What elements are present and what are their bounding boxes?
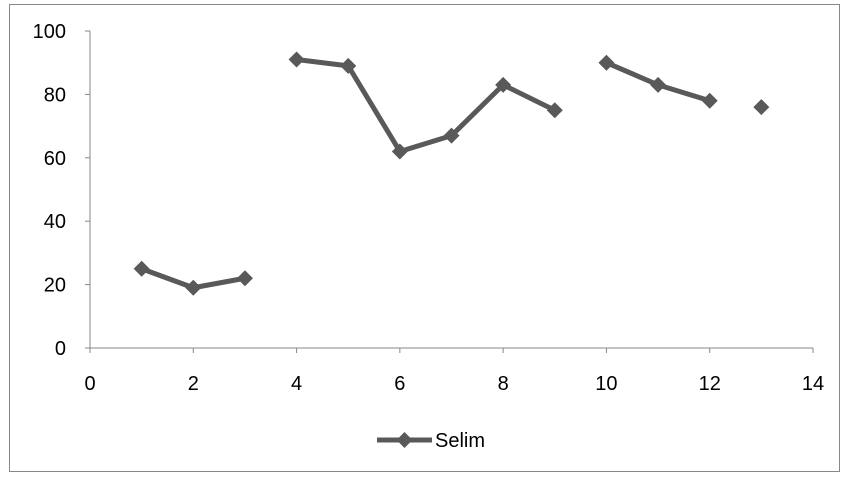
- legend-diamond-marker: [396, 432, 413, 448]
- y-tick-label: 100: [33, 21, 66, 43]
- axes-layer: 0 20 40 60 80 100 0 2 4 6 8 10 12 14: [33, 21, 825, 395]
- x-tick-label: 4: [291, 373, 302, 395]
- x-tick-label: 8: [498, 373, 509, 395]
- data-point-marker: [495, 76, 512, 93]
- x-tick-label: 14: [802, 373, 824, 395]
- data-point-marker: [340, 57, 357, 74]
- y-tick-label: 40: [44, 211, 66, 233]
- series-line-segment: [296, 57, 556, 154]
- y-tick-label: 80: [44, 84, 66, 106]
- y-tick-label: 60: [44, 148, 66, 170]
- series-layer: [133, 51, 770, 296]
- y-tick-label: 0: [55, 338, 66, 360]
- data-point-marker: [288, 51, 305, 68]
- data-point-marker: [701, 92, 718, 109]
- x-tick-label: 6: [394, 373, 405, 395]
- legend: Selim: [377, 430, 485, 452]
- x-tick-label: 0: [84, 373, 95, 395]
- data-point-marker: [598, 54, 615, 71]
- data-point-marker: [443, 127, 460, 144]
- x-tick-label: 10: [595, 373, 617, 395]
- x-tick-label: 2: [188, 373, 199, 395]
- chart-border: [9, 4, 840, 472]
- y-tick-label: 20: [44, 275, 66, 297]
- data-point-marker: [546, 102, 563, 119]
- legend-series-label: Selim: [435, 430, 485, 452]
- data-point-marker: [753, 99, 770, 116]
- data-point-marker: [236, 270, 253, 287]
- data-point-marker: [391, 143, 408, 160]
- x-tick-label: 12: [699, 373, 721, 395]
- data-point-marker: [133, 260, 150, 277]
- data-point-marker: [185, 279, 202, 296]
- data-point-marker: [650, 76, 667, 93]
